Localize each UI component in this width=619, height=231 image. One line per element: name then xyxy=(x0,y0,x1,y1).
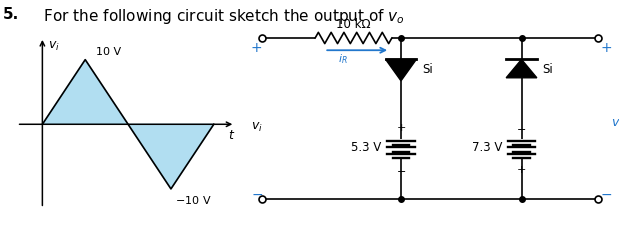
Text: $v_i$: $v_i$ xyxy=(48,40,59,53)
Text: +: + xyxy=(396,123,405,133)
Text: Si: Si xyxy=(422,63,433,76)
Text: $v_i$: $v_i$ xyxy=(251,120,262,133)
Text: 10 V: 10 V xyxy=(96,47,121,57)
Text: 5.: 5. xyxy=(3,7,19,22)
Text: $t$: $t$ xyxy=(228,128,235,141)
Text: $-$: $-$ xyxy=(516,123,527,133)
Text: 7.3 V: 7.3 V xyxy=(472,140,502,153)
Text: $-$: $-$ xyxy=(600,185,612,200)
Text: 10 kΩ: 10 kΩ xyxy=(336,18,371,31)
Text: $-$: $-$ xyxy=(396,164,406,174)
Text: $-$: $-$ xyxy=(251,185,263,200)
Text: $v_o$: $v_o$ xyxy=(611,117,619,131)
Text: 5.3 V: 5.3 V xyxy=(351,140,381,153)
Text: For the following circuit sketch the output of $v_o$: For the following circuit sketch the out… xyxy=(34,7,405,26)
Text: +: + xyxy=(517,164,526,174)
Polygon shape xyxy=(386,60,417,82)
Text: $-$10 V: $-$10 V xyxy=(175,193,212,205)
Text: +: + xyxy=(600,41,612,55)
Polygon shape xyxy=(128,125,214,189)
Text: $i_R$: $i_R$ xyxy=(338,52,347,66)
Text: +: + xyxy=(251,41,262,55)
Text: Si: Si xyxy=(543,63,553,76)
Polygon shape xyxy=(42,60,128,125)
Polygon shape xyxy=(506,60,537,79)
